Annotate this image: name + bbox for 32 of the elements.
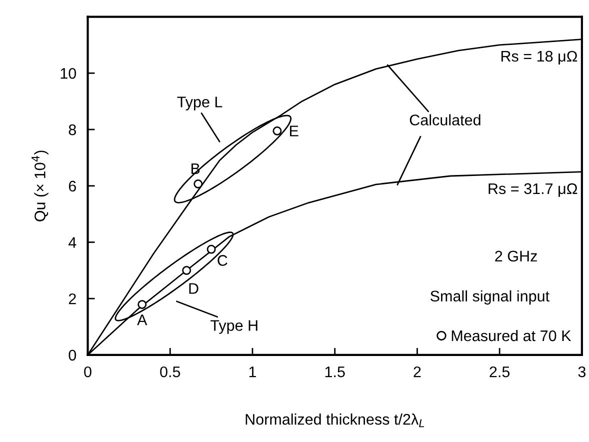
- x-tick-label: 0: [84, 366, 92, 378]
- x-tick-label: 1: [249, 366, 256, 378]
- annotation: 2 GHz: [495, 250, 537, 262]
- y-tick-label: 6: [68, 180, 76, 192]
- y-tick-label: 10: [60, 68, 76, 79]
- point: [194, 179, 203, 188]
- point: [206, 244, 216, 254]
- annotation: Type L: [177, 96, 222, 110]
- annotation: Type H: [210, 320, 258, 334]
- series-label: Rs = 31.7 μΩ: [488, 183, 578, 197]
- annotation: D: [189, 283, 198, 294]
- annotation: Small signal input: [430, 290, 550, 305]
- x-tick-label: 3: [578, 366, 586, 378]
- x-tick-label: 0.5: [160, 366, 180, 378]
- y-tick-label: 0: [68, 350, 76, 361]
- series-label: Rs = 18 μΩ: [501, 50, 578, 64]
- y-tick-label: 8: [68, 124, 76, 136]
- annotation: E: [290, 126, 298, 136]
- x-tick-label: 2.5: [490, 366, 510, 378]
- y-tick-label: 2: [68, 293, 76, 304]
- legend-label: Measured at 70 K: [452, 330, 572, 342]
- annotation: C: [218, 255, 228, 266]
- point: [272, 126, 282, 136]
- y-axis-title: Qu (× 10$^{4}$): [32, 150, 48, 222]
- x-tick-label: 2: [414, 366, 421, 378]
- annotation: A: [137, 314, 148, 326]
- y-tick-label: 4: [68, 237, 76, 248]
- x-axis-title: Normalized thickness t/2λ$_{L}$: [246, 414, 424, 428]
- annotation: Calculated: [410, 114, 480, 126]
- x-tick-label: 1.5: [325, 366, 345, 378]
- point: [182, 266, 192, 275]
- point: [138, 300, 147, 309]
